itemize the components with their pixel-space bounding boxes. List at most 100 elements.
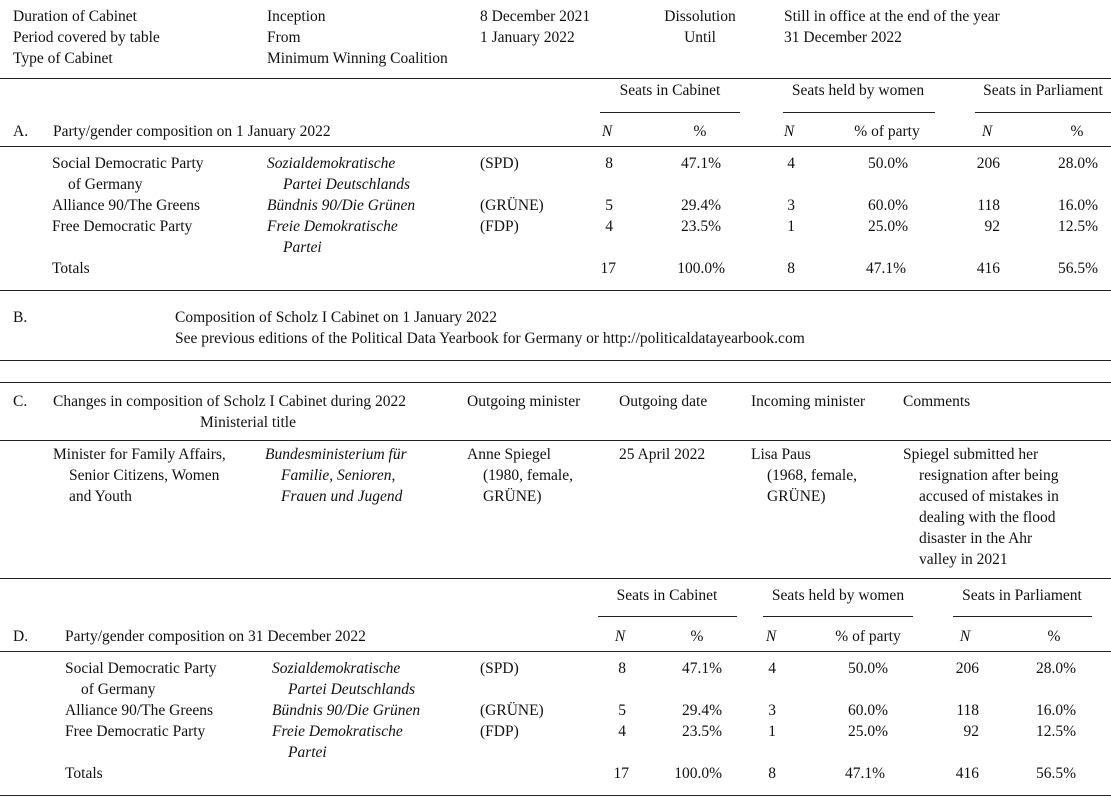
party-name: of Germany (81, 681, 156, 698)
table-value: 23.5% (680, 218, 721, 235)
table-value: 4 (605, 218, 613, 235)
party-name: Free Democratic Party (65, 723, 206, 740)
table-value: 25.0% (867, 218, 908, 235)
incoming-minister: (1968, female, (767, 467, 857, 484)
header-cell: Minimum Winning Coalition (267, 50, 448, 67)
ministerial-title: Minister for Family Affairs, (53, 446, 226, 463)
note: Composition of Scholz I Cabinet on 1 Jan… (175, 309, 498, 326)
party-name: Free Democratic Party (52, 218, 193, 235)
header-cell: 1 January 2022 (480, 29, 575, 46)
totals-value: 100.0% (674, 765, 722, 782)
table-value: 16.0% (1035, 702, 1076, 719)
rule (0, 382, 1111, 383)
rule (0, 290, 1111, 291)
section-title: Party/gender composition on 31 December … (65, 628, 366, 645)
column-group: Seats in Cabinet (619, 82, 721, 99)
party-abbreviation: (GRÜNE) (480, 702, 544, 719)
table-value: 60.0% (867, 197, 908, 214)
totals-value: 100.0% (677, 260, 725, 277)
native-name: Partei Deutschlands (283, 176, 410, 193)
outgoing-minister: (1980, female, (483, 467, 573, 484)
rule (763, 616, 913, 617)
column-group: Seats held by women (791, 82, 925, 99)
table-value: 4 (768, 660, 776, 677)
subheader: % (693, 123, 707, 140)
column-group: Seats in Parliament (983, 82, 1103, 99)
table-value: 47.1% (680, 155, 721, 172)
comment: resignation after being (919, 467, 1059, 484)
table-value: 8 (605, 155, 613, 172)
section-label: B. (13, 309, 28, 326)
header-cell: From (267, 29, 301, 46)
column-header: Ministerial title (200, 414, 296, 431)
rule (0, 360, 1111, 361)
table-value: 12.5% (1057, 218, 1098, 235)
table-value: 5 (605, 197, 613, 214)
note: See previous editions of the Political D… (175, 330, 805, 347)
table-value: 60.0% (847, 702, 888, 719)
table-value: 3 (787, 197, 795, 214)
native-name: Partei (288, 744, 327, 761)
rule (0, 651, 1111, 652)
native-name: Sozialdemokratische (272, 660, 401, 677)
subheader: N (601, 123, 613, 140)
subheader: % of party (854, 123, 920, 140)
subheader: N (783, 123, 795, 140)
ministerial-title: Senior Citizens, Women (69, 467, 220, 484)
rule (953, 616, 1092, 617)
header-cell: Still in office at the end of the year (784, 8, 1000, 25)
table-value: 118 (956, 702, 979, 719)
party-name: Social Democratic Party (52, 155, 204, 172)
party-abbreviation: (GRÜNE) (480, 197, 544, 214)
native-name: Sozialdemokratische (267, 155, 396, 172)
rule (0, 78, 1111, 79)
party-abbreviation: (SPD) (480, 660, 519, 677)
section-title: Changes in composition of Scholz I Cabin… (53, 393, 407, 410)
totals-label: Totals (52, 260, 90, 277)
native-title: Familie, Senioren, (281, 467, 396, 484)
header-cell: Inception (267, 8, 326, 25)
rule (0, 795, 1111, 796)
header-cell: Dissolution (664, 8, 736, 25)
totals-value: 56.5% (1035, 765, 1076, 782)
native-title: Frauen und Jugend (281, 488, 403, 505)
totals-value: 17 (600, 260, 617, 277)
subheader: % (1070, 123, 1084, 140)
section-title: Party/gender composition on 1 January 20… (53, 123, 331, 140)
comment: Spiegel submitted her (903, 446, 1039, 463)
party-abbreviation: (FDP) (480, 723, 519, 740)
column-group: Seats in Cabinet (616, 587, 718, 604)
table-value: 1 (768, 723, 776, 740)
subheader: N (981, 123, 993, 140)
table-value: 3 (768, 702, 776, 719)
party-name: of Germany (68, 176, 143, 193)
column-group: Seats in Parliament (962, 587, 1082, 604)
table-value: 4 (787, 155, 795, 172)
rule (0, 440, 1111, 441)
header-cell: 8 December 2021 (480, 8, 591, 25)
incoming-minister: Lisa Paus (751, 446, 811, 463)
table-value: 4 (618, 723, 626, 740)
table-value: 16.0% (1057, 197, 1098, 214)
outgoing-date: 25 April 2022 (619, 446, 706, 463)
table-value: 12.5% (1035, 723, 1076, 740)
table-value: 25.0% (847, 723, 888, 740)
native-name: Bündnis 90/Die Grünen (272, 702, 421, 719)
totals-value: 416 (976, 260, 1000, 277)
table-value: 206 (955, 660, 979, 677)
party-name: Alliance 90/The Greens (52, 197, 201, 214)
table-value: 47.1% (681, 660, 722, 677)
totals-value: 8 (768, 765, 776, 782)
party-abbreviation: (FDP) (480, 218, 519, 235)
rule (0, 578, 1111, 579)
table-value: 206 (976, 155, 1000, 172)
rule (600, 112, 740, 113)
table-value: 28.0% (1057, 155, 1098, 172)
column-header: Outgoing date (619, 393, 708, 410)
party-abbreviation: (SPD) (480, 155, 519, 172)
table-value: 1 (787, 218, 795, 235)
subheader: % (1047, 628, 1061, 645)
native-title: Bundesministerium für (265, 446, 407, 463)
totals-value: 416 (955, 765, 979, 782)
